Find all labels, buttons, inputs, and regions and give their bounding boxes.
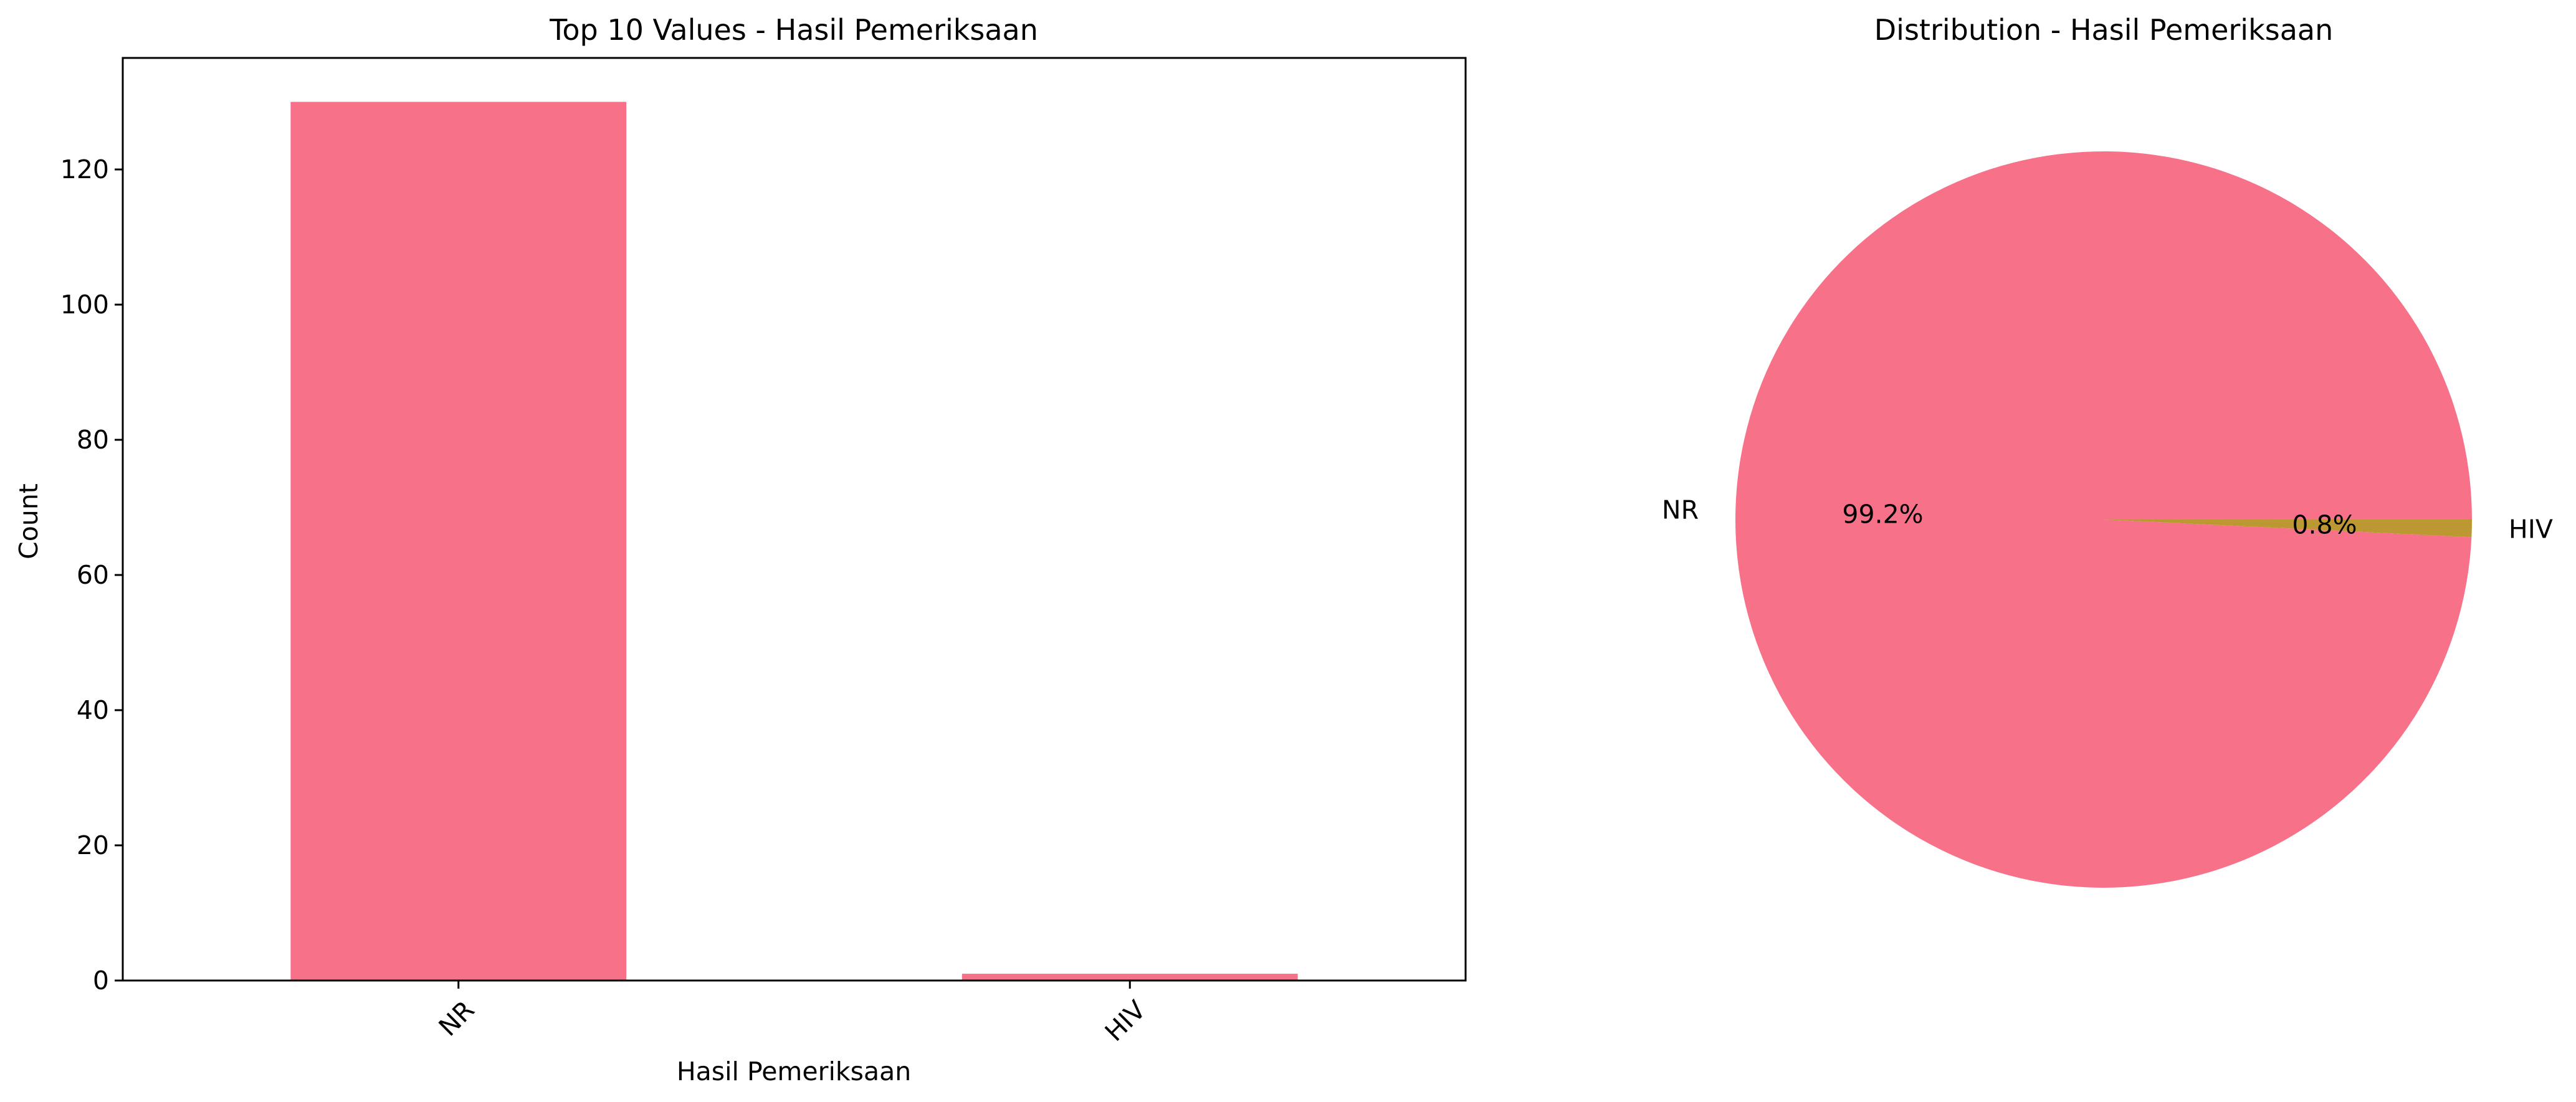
bar-chart: Top 10 Values - Hasil Pemeriksaan 0 20 40 6…: [14, 13, 1467, 1086]
bar-y-ticks: 0 20 40 60 80 100 120: [60, 154, 123, 995]
pie-chart-title: Distribution - Hasil Pemeriksaan: [1874, 13, 2333, 47]
y-tick-label: 120: [60, 154, 109, 184]
y-tick-label: 0: [93, 966, 109, 995]
pie-chart: Distribution - Hasil Pemeriksaan NR 99.2%…: [1662, 13, 2553, 888]
bar-axes-frame: [122, 57, 1467, 982]
pie-slice-nr: [1735, 151, 2472, 888]
pie-label-hiv: HIV: [2509, 515, 2553, 544]
pie-slice-hiv: [2104, 520, 2472, 538]
pie-percent-nr: 99.2%: [1842, 499, 1923, 529]
pie-label-nr: NR: [1662, 495, 1699, 525]
y-tick-label: 20: [77, 830, 109, 860]
bar-x-axis-label: Hasil Pemeriksaan: [677, 1057, 911, 1086]
y-tick-label: 100: [60, 290, 109, 320]
bar-marks: [290, 102, 1298, 981]
bar-chart-title: Top 10 Values - Hasil Pemeriksaan: [549, 13, 1038, 47]
pie-marks: NR 99.2% HIV 0.8%: [1662, 151, 2553, 888]
y-tick-label: 40: [77, 695, 109, 725]
pie-percent-hiv: 0.8%: [2292, 510, 2357, 540]
bar-y-axis-label: Count: [14, 483, 44, 559]
bar-hiv: [961, 974, 1298, 981]
bar-nr: [290, 102, 627, 981]
y-tick-label: 80: [77, 425, 109, 455]
y-tick-label: 60: [77, 560, 109, 590]
